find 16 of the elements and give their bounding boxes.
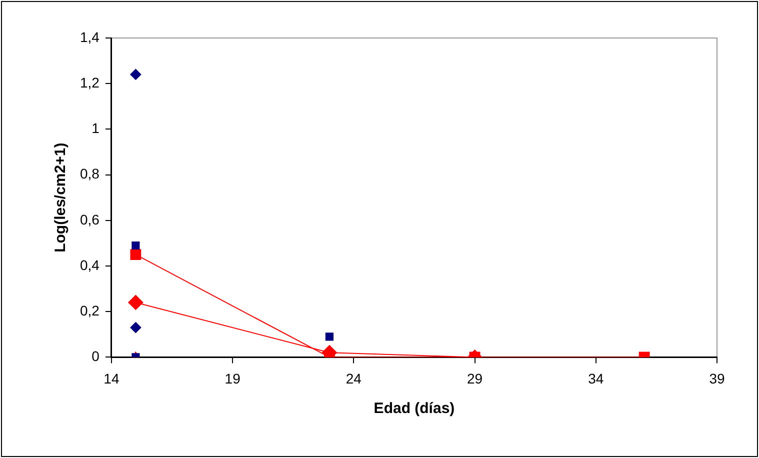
x-tick-label: 34	[588, 370, 604, 386]
y-tick-label: 0,4	[80, 256, 100, 273]
y-tick-label: 0,8	[80, 166, 100, 182]
x-tick-label: 14	[104, 370, 120, 386]
y-tick-label: 1,4	[80, 28, 100, 45]
y-tick-label: 0,6	[80, 211, 100, 228]
y-tick-label: 1,2	[80, 74, 100, 90]
x-tick-label: 19	[224, 370, 241, 386]
y-tick-label: 0,2	[80, 302, 100, 318]
y-axis-title: Log(les/cm2+1)	[52, 142, 70, 252]
y-tick-label: 0	[92, 348, 100, 364]
x-tick-label: 29	[466, 370, 483, 386]
x-tick-label: 39	[709, 370, 725, 386]
x-axis-title: Edad (días)	[374, 400, 455, 418]
x-tick-label: 24	[346, 370, 362, 386]
y-tick-label: 1	[92, 120, 100, 136]
